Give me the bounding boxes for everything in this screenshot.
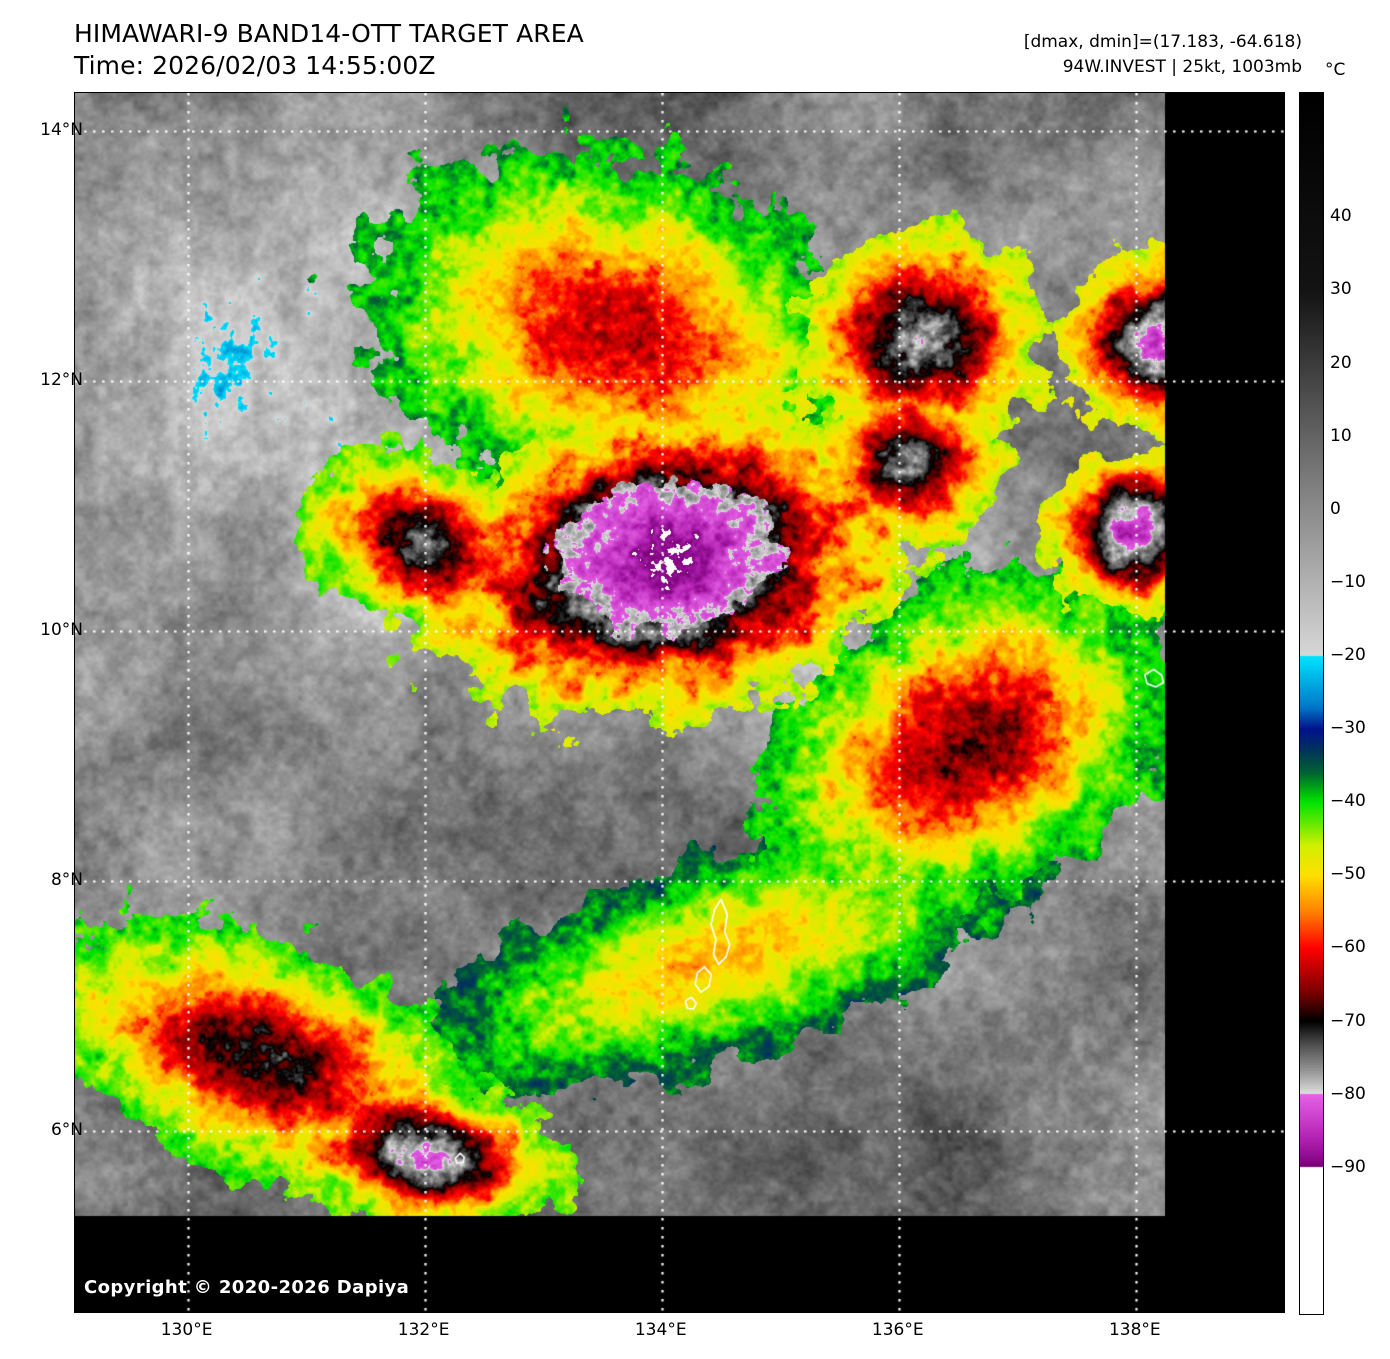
colorbar-tick-13: −90: [1330, 1156, 1366, 1177]
colorbar-tick-12: −80: [1330, 1083, 1366, 1104]
colorbar-tick-8: −40: [1330, 791, 1366, 812]
y-axis-tick-3: 8°N: [50, 869, 83, 890]
colorbar-tick-6: −20: [1330, 644, 1366, 665]
title-block: HIMAWARI-9 BAND14-OTT TARGET AREA Time: …: [74, 18, 584, 82]
colorbar-tick-3: 10: [1330, 425, 1352, 446]
copyright-label: Copyright © 2020-2026 Dapiya: [84, 1277, 410, 1298]
y-axis-tick-0: 14°N: [40, 119, 83, 140]
colorbar-tick-7: −30: [1330, 718, 1366, 739]
map-plot-area: [74, 92, 1285, 1313]
colorbar-tick-9: −50: [1330, 864, 1366, 885]
colorbar: [1299, 92, 1324, 1315]
x-axis-tick-0: 130°E: [160, 1320, 213, 1340]
colorbar-tick-2: 20: [1330, 352, 1352, 373]
x-axis-tick-4: 138°E: [1108, 1320, 1161, 1340]
colorbar-tick-11: −70: [1330, 1010, 1366, 1031]
colorbar-tick-10: −60: [1330, 937, 1366, 958]
colorbar-tick-4: 0: [1330, 498, 1341, 519]
x-axis-tick-1: 132°E: [397, 1320, 450, 1340]
colorbar-tick-0: 40: [1330, 206, 1352, 227]
storm-info-label: 94W.INVEST | 25kt, 1003mb: [1062, 57, 1302, 77]
metadata-block: [dmax, dmin]=(17.183, -64.618) 94W.INVES…: [1024, 30, 1302, 80]
colorbar-gradient: [1300, 93, 1323, 1314]
page-title: HIMAWARI-9 BAND14-OTT TARGET AREA: [74, 19, 584, 48]
y-axis-tick-4: 6°N: [50, 1119, 83, 1140]
y-axis-tick-1: 12°N: [40, 369, 83, 390]
dmax-dmin-label: [dmax, dmin]=(17.183, -64.618): [1023, 32, 1302, 52]
x-axis-tick-3: 136°E: [871, 1320, 924, 1340]
lat-lon-gridlines: [75, 93, 1284, 1312]
y-axis-tick-2: 10°N: [40, 619, 83, 640]
timestamp-line: Time: 2026/02/03 14:55:00Z: [74, 51, 436, 80]
colorbar-unit-label: °C: [1325, 60, 1346, 80]
x-axis-tick-2: 134°E: [634, 1320, 687, 1340]
colorbar-tick-5: −10: [1330, 571, 1366, 592]
colorbar-tick-1: 30: [1330, 279, 1352, 300]
